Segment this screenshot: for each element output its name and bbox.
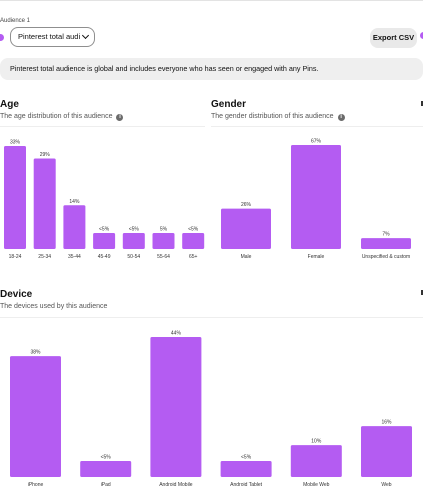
top-divider	[0, 0, 423, 1]
category-label: iPhone	[28, 482, 44, 488]
info-banner: Pinterest total audience is global and i…	[0, 58, 423, 80]
category-label: 50-54	[127, 254, 140, 260]
device-chart-svg: 38% iPhone <5% iPad 44% Android Mobile <5% Andr…	[10, 331, 412, 488]
data-label: 33%	[10, 140, 21, 146]
gender-chart: 26% Male 67% Female 7% Unspecified & custom	[221, 139, 411, 260]
category-label: 25-34	[38, 254, 51, 260]
bar-35-44[interactable]	[63, 205, 86, 249]
gender-divider	[211, 126, 423, 127]
category-label: Mobile Web	[303, 482, 330, 488]
data-label: 26%	[241, 202, 252, 208]
age-divider	[0, 126, 205, 127]
data-label: 14%	[69, 199, 80, 205]
data-label: <5%	[99, 227, 110, 233]
bar-iphone[interactable]	[10, 356, 61, 477]
data-label: <5%	[241, 455, 252, 461]
category-label: 35-44	[68, 254, 81, 260]
bar-65-[interactable]	[182, 233, 205, 249]
category-label: 55-64	[157, 254, 170, 260]
audience-color-dot	[0, 34, 4, 41]
gender-subtitle: The gender distribution of this audience…	[211, 113, 345, 121]
bar-55-64[interactable]	[152, 233, 175, 249]
data-label: 44%	[171, 331, 182, 337]
info-icon[interactable]: i	[337, 114, 345, 121]
category-label: 65+	[189, 254, 198, 260]
data-label: <5%	[129, 227, 140, 233]
age-gender-charts: 33% 18-24 29% 25-34 14% 35-44 <5% 45-49 <5% 50-54…	[4, 139, 411, 260]
data-label: 38%	[30, 350, 41, 356]
data-label: 7%	[382, 232, 390, 238]
device-chart: 38% iPhone <5% iPad 44% Android Mobile <5% Andr…	[10, 331, 412, 488]
bar-unspecified-custom[interactable]	[361, 238, 411, 249]
gender-subtitle-text: The gender distribution of this audience	[211, 113, 334, 120]
age-chart: 33% 18-24 29% 25-34 14% 35-44 <5% 45-49 <5% 50-54…	[4, 140, 205, 260]
device-title: Device	[0, 289, 33, 300]
bar-18-24[interactable]	[4, 146, 26, 249]
bar-ipad[interactable]	[80, 461, 132, 477]
category-label: Android Tablet	[230, 482, 262, 488]
bar-25-34[interactable]	[33, 158, 56, 249]
data-label: 10%	[311, 439, 322, 445]
bar-female[interactable]	[291, 145, 341, 249]
category-label: Male	[241, 254, 252, 260]
audience-label: Audience 1	[0, 18, 31, 24]
export-csv-button[interactable]: Export CSV	[370, 28, 417, 48]
chevron-down-icon	[81, 31, 90, 40]
bar-45-49[interactable]	[93, 233, 116, 249]
age-subtitle: The age distribution of this audience i	[0, 113, 124, 121]
data-label: 16%	[381, 420, 392, 426]
bar-android-mobile[interactable]	[150, 337, 202, 477]
bar-male[interactable]	[221, 208, 271, 249]
data-label: 5%	[160, 227, 168, 233]
data-label: <5%	[188, 227, 199, 233]
device-divider	[0, 317, 423, 318]
audience-2-color-dot	[420, 32, 423, 39]
bar-android-tablet[interactable]	[220, 461, 272, 477]
data-label: 67%	[311, 139, 322, 145]
bar-50-54[interactable]	[122, 233, 145, 249]
audience-select-value: Pinterest total audie	[18, 32, 80, 41]
data-label: <5%	[101, 455, 112, 461]
category-label: 18-24	[9, 254, 22, 260]
gender-title: Gender	[211, 99, 247, 110]
category-label: Android Mobile	[159, 482, 193, 488]
audience-select[interactable]: Pinterest total audie	[10, 27, 95, 47]
bar-web[interactable]	[361, 426, 412, 477]
category-label: Web	[381, 482, 391, 488]
data-label: 29%	[40, 152, 51, 158]
edge-marker	[421, 290, 423, 295]
age-subtitle-text: The age distribution of this audience	[0, 113, 113, 120]
category-label: Female	[308, 254, 325, 260]
device-subtitle: The devices used by this audience	[0, 303, 108, 310]
bar-mobile-web[interactable]	[290, 445, 342, 477]
edge-marker	[421, 101, 423, 106]
category-label: Unspecified & custom	[362, 254, 410, 260]
category-label: iPad	[101, 482, 111, 488]
age-title: Age	[0, 99, 19, 110]
category-label: 45-49	[98, 254, 111, 260]
info-icon[interactable]: i	[116, 114, 124, 121]
